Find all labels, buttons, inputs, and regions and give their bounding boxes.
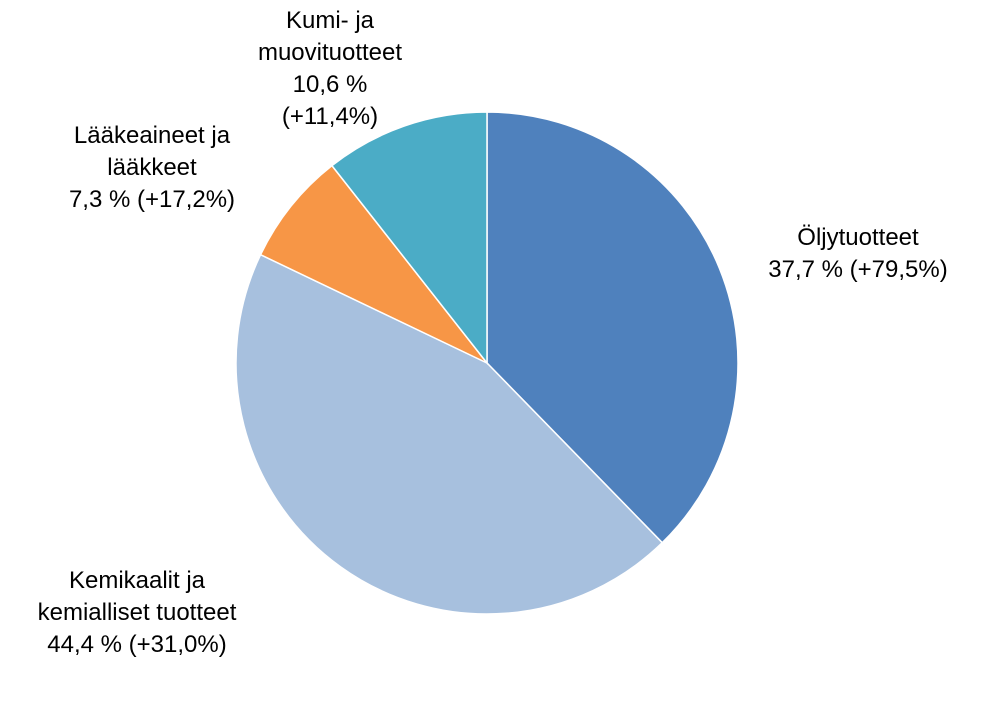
pie-slice xyxy=(235,253,664,615)
category-label: Kumi- ja muovituotteet xyxy=(257,7,403,66)
slice-label: Kemikaalit ja kemialliset tuotteet 44,4 %… xyxy=(37,565,237,661)
value-label: 37,7 % (+79,5%) xyxy=(768,256,948,283)
pie-slice xyxy=(486,111,739,544)
value-label: 44,4 % (+31,0%) xyxy=(47,631,227,658)
category-label: Kemikaalit ja kemialliset tuotteet xyxy=(37,567,237,626)
slice-label: Öljytuotteet 37,7 % (+79,5%) xyxy=(738,222,978,286)
value-label: 10,6 % (+11,4%) xyxy=(281,71,379,130)
category-label: Lääkeaineet ja lääkkeet xyxy=(73,122,231,181)
pie-slice xyxy=(259,164,488,364)
category-label: Öljytuotteet xyxy=(797,224,919,251)
slice-label: Lääkeaineet ja lääkkeet 7,3 % (+17,2%) xyxy=(52,120,252,216)
value-label: 7,3 % (+17,2%) xyxy=(68,186,236,213)
pie-slice xyxy=(330,111,488,366)
slice-label: Kumi- ja muovituotteet 10,6 % (+11,4%) xyxy=(245,5,415,133)
